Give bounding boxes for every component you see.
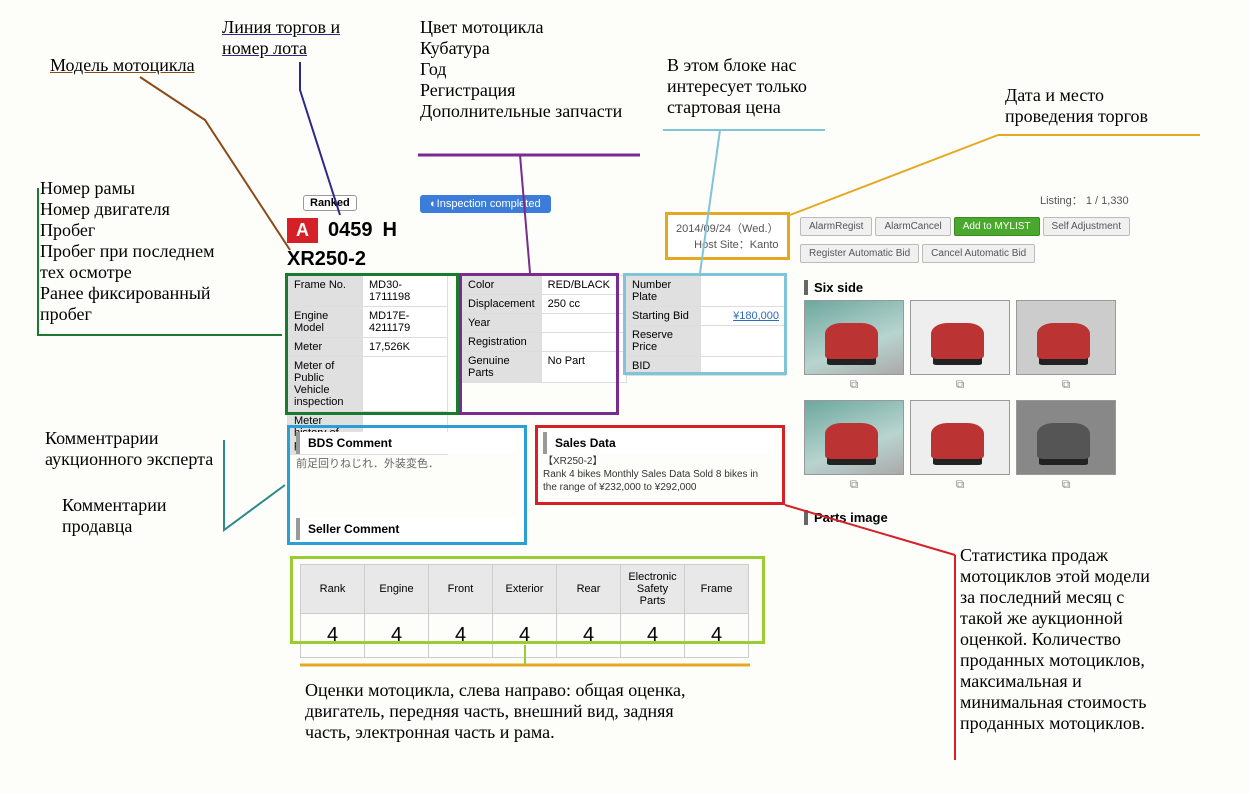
annotation-bid: В этом блоке нас интересует только старт…	[667, 55, 807, 118]
photo-cell-1[interactable]: ⧉	[804, 300, 904, 394]
auction-host: Host Site：Kanto	[676, 236, 779, 252]
model-name: XR250-2	[287, 248, 366, 271]
highlight-box-bds	[287, 425, 527, 545]
button-row-2: Register Automatic Bid Cancel Automatic …	[800, 244, 1035, 263]
alarm-cancel-button[interactable]: AlarmCancel	[875, 217, 950, 236]
photo-cell-6[interactable]: ⧉	[1016, 400, 1116, 494]
highlight-box-bid	[623, 273, 787, 375]
alarm-regist-button[interactable]: AlarmRegist	[800, 217, 872, 236]
date-box: 2014/09/24（Wed.） Host Site：Kanto	[665, 212, 790, 260]
photo-cell-3[interactable]: ⧉	[1016, 300, 1116, 394]
photo-cell-5[interactable]: ⧉	[910, 400, 1010, 494]
annotation-frame: Номер рамы Номер двигателя Пробег Пробег…	[40, 178, 215, 325]
enlarge-icon[interactable]: ⧉	[804, 375, 904, 394]
self-adjust-button[interactable]: Self Adjustment	[1043, 217, 1130, 236]
annotation-model: Модель мотоцикла	[50, 55, 195, 76]
highlight-box-sales	[535, 425, 785, 505]
photo-2	[910, 300, 1010, 375]
enlarge-icon[interactable]: ⧉	[1016, 375, 1116, 394]
cancel-auto-button[interactable]: Cancel Automatic Bid	[922, 244, 1035, 263]
button-row-1: AlarmRegist AlarmCancel Add to MYLIST Se…	[800, 217, 1130, 236]
register-auto-button[interactable]: Register Automatic Bid	[800, 244, 919, 263]
six-side-title: Six side	[804, 280, 863, 295]
annotation-bds: Комментрарии аукционного эксперта	[45, 428, 213, 470]
annotation-sales: Статистика продаж мотоциклов этой модели…	[960, 545, 1150, 734]
listing-info: Listing： 1 / 1,330	[1040, 192, 1129, 208]
photo-6	[1016, 400, 1116, 475]
auction-date: 2014/09/24（Wed.）	[676, 220, 779, 236]
annotation-lot: Линия торгов и номер лота	[222, 17, 340, 59]
badge-inspection: ◐Inspection completed	[420, 195, 551, 213]
annotation-seller: Комментарии продавца	[62, 495, 167, 537]
annotation-specs: Цвет мотоцикла Кубатура Год Регистрация …	[420, 17, 622, 122]
lot-number: 0459	[328, 219, 373, 242]
photo-3	[1016, 300, 1116, 375]
annotation-rating: Оценки мотоцикла, слева направо: общая о…	[305, 680, 686, 743]
highlight-box-spec	[459, 273, 619, 415]
enlarge-icon[interactable]: ⧉	[910, 475, 1010, 494]
annotation-date: Дата и место проведения торгов	[1005, 85, 1148, 127]
enlarge-icon[interactable]: ⧉	[804, 475, 904, 494]
photo-4	[804, 400, 904, 475]
highlight-box-frame	[285, 273, 459, 415]
photo-1	[804, 300, 904, 375]
photo-cell-4[interactable]: ⧉	[804, 400, 904, 494]
badge-ranked: Ranked	[303, 195, 357, 211]
enlarge-icon[interactable]: ⧉	[910, 375, 1010, 394]
grade-box: A	[287, 218, 318, 243]
photo-5	[910, 400, 1010, 475]
photo-grid: ⧉ ⧉ ⧉ ⧉ ⧉ ⧉	[804, 300, 1116, 494]
enlarge-icon[interactable]: ⧉	[1016, 475, 1116, 494]
photo-cell-2[interactable]: ⧉	[910, 300, 1010, 394]
add-mylist-button[interactable]: Add to MYLIST	[954, 217, 1040, 236]
highlight-box-rating	[290, 556, 765, 644]
lot-header: A 0459 H	[287, 218, 397, 243]
parts-image-title: Parts image	[804, 510, 888, 525]
lot-letter: H	[383, 219, 397, 242]
